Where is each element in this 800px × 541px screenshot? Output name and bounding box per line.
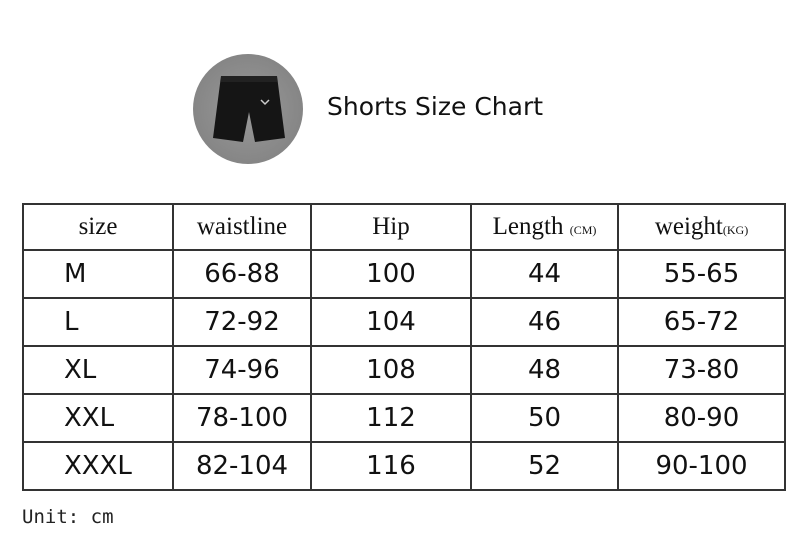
table-cell: 52 bbox=[470, 441, 619, 491]
table-cell: 73-80 bbox=[617, 345, 786, 395]
table-cell: 90-100 bbox=[617, 441, 786, 491]
chart-title: Shorts Size Chart bbox=[327, 92, 544, 121]
table-cell: 55-65 bbox=[617, 249, 786, 299]
table-cell: XXL bbox=[22, 393, 174, 443]
table-cell: 48 bbox=[470, 345, 619, 395]
table-cell: 72-92 bbox=[172, 297, 312, 347]
table-cell: 46 bbox=[470, 297, 619, 347]
table-cell: 80-90 bbox=[617, 393, 786, 443]
header-weight: weight(KG) bbox=[617, 203, 786, 251]
table-row: L 72-92 104 46 65-72 bbox=[22, 297, 786, 347]
table-row: XL 74-96 108 48 73-80 bbox=[22, 345, 786, 395]
table-cell: 50 bbox=[470, 393, 619, 443]
table-cell: XL bbox=[22, 345, 174, 395]
table-cell: 82-104 bbox=[172, 441, 312, 491]
size-table: size waistline Hip Length (CM) weight(KG… bbox=[22, 203, 786, 491]
table-cell: 65-72 bbox=[617, 297, 786, 347]
table-cell: 104 bbox=[310, 297, 472, 347]
table-cell: XXXL bbox=[22, 441, 174, 491]
header-hip: Hip bbox=[310, 203, 472, 251]
table-cell: L bbox=[22, 297, 174, 347]
table-cell: 100 bbox=[310, 249, 472, 299]
table-cell: 74-96 bbox=[172, 345, 312, 395]
header-length: Length (CM) bbox=[470, 203, 619, 251]
table-row: XXXL 82-104 116 52 90-100 bbox=[22, 441, 786, 491]
header-waistline: waistline bbox=[172, 203, 312, 251]
table-cell: 108 bbox=[310, 345, 472, 395]
table-cell: M bbox=[22, 249, 174, 299]
table-cell: 44 bbox=[470, 249, 619, 299]
table-row: M 66-88 100 44 55-65 bbox=[22, 249, 786, 299]
shorts-product-image bbox=[193, 54, 303, 164]
table-row: XXL 78-100 112 50 80-90 bbox=[22, 393, 786, 443]
table-cell: 66-88 bbox=[172, 249, 312, 299]
header-size: size bbox=[22, 203, 174, 251]
table-cell: 78-100 bbox=[172, 393, 312, 443]
table-cell: 116 bbox=[310, 441, 472, 491]
table-cell: 112 bbox=[310, 393, 472, 443]
table-header-row: size waistline Hip Length (CM) weight(KG… bbox=[22, 203, 786, 251]
unit-note: Unit: cm bbox=[22, 506, 114, 528]
